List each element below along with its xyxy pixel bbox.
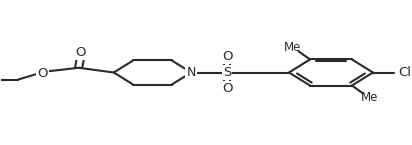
Text: O: O [75,46,86,59]
Text: O: O [222,82,232,95]
Text: O: O [37,67,48,80]
Text: Cl: Cl [398,66,411,79]
Text: S: S [223,66,231,79]
Text: Me: Me [284,41,301,54]
Text: N: N [186,66,196,79]
Text: O: O [222,50,232,63]
Text: Me: Me [360,91,378,104]
